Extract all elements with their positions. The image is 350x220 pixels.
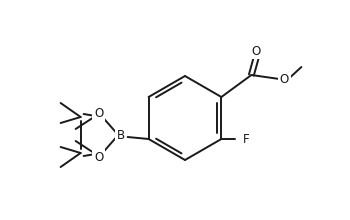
Text: F: F [243,132,250,145]
Text: O: O [94,106,103,119]
Text: O: O [252,44,261,57]
Text: O: O [94,150,103,163]
Text: O: O [280,73,289,86]
Text: B: B [117,128,125,141]
